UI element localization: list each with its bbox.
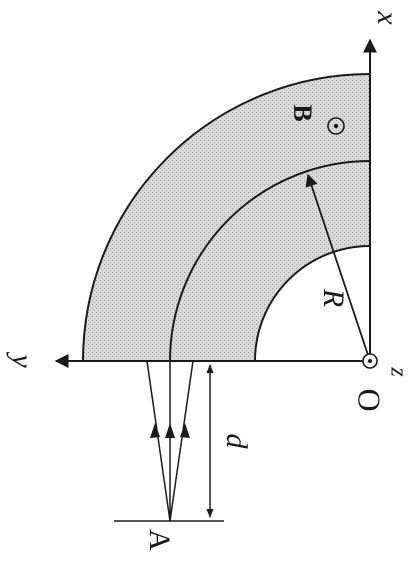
y-axis-label: y [6, 351, 39, 368]
origin-label: O [352, 388, 388, 411]
distance-label: d [220, 434, 253, 450]
x-axis-label: x [371, 10, 404, 25]
radius-label: R [317, 288, 350, 307]
field-out-of-page-icon [327, 117, 345, 135]
source-point-label: A [143, 529, 176, 551]
z-axis-label: z [385, 366, 410, 377]
beam-arrowheads [150, 423, 190, 438]
trajectory-arc [169, 160, 371, 362]
origin-z-symbol [362, 353, 378, 369]
particle-beams [146, 360, 194, 522]
field-region [81, 72, 371, 362]
radius-arrow [305, 173, 371, 362]
field-label: B [288, 104, 317, 121]
